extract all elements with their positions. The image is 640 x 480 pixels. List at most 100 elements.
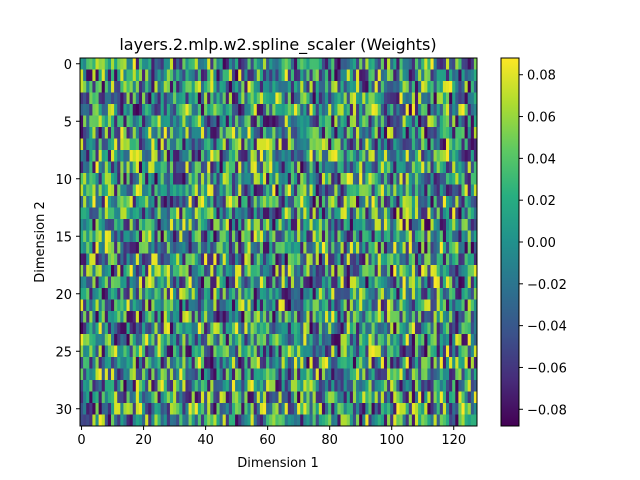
heatmap-cell bbox=[449, 345, 453, 358]
heatmap-cell bbox=[191, 161, 196, 174]
heatmap-cell bbox=[371, 276, 375, 289]
heatmap-cell bbox=[98, 276, 103, 289]
heatmap-cell bbox=[256, 184, 261, 197]
heatmap-cell bbox=[365, 334, 369, 346]
heatmap-cell bbox=[92, 127, 96, 139]
heatmap-cell bbox=[179, 207, 183, 220]
heatmap-cell bbox=[135, 242, 140, 254]
heatmap-cell bbox=[154, 58, 158, 70]
heatmap-cell bbox=[213, 403, 217, 415]
heatmap-cell bbox=[399, 391, 403, 404]
heatmap-cell bbox=[368, 173, 372, 185]
heatmap-cell bbox=[455, 311, 459, 323]
heatmap-cell bbox=[169, 311, 174, 323]
heatmap-cell bbox=[132, 127, 137, 139]
heatmap-cell bbox=[219, 138, 224, 151]
heatmap-cell bbox=[414, 299, 419, 312]
heatmap-cell bbox=[89, 92, 93, 105]
heatmap-cell bbox=[166, 391, 171, 404]
heatmap-cell bbox=[176, 161, 180, 174]
heatmap-cell bbox=[160, 58, 165, 70]
heatmap-cell bbox=[393, 104, 397, 116]
heatmap-cell bbox=[204, 334, 208, 346]
heatmap-cell bbox=[231, 207, 236, 220]
heatmap-cell bbox=[244, 138, 248, 151]
heatmap-cell bbox=[318, 219, 323, 231]
heatmap-cell bbox=[414, 58, 419, 70]
heatmap-cell bbox=[160, 207, 165, 220]
heatmap-cell bbox=[253, 69, 258, 82]
heatmap-cell bbox=[98, 207, 103, 220]
heatmap-cell bbox=[315, 173, 320, 185]
heatmap-cell bbox=[405, 311, 410, 323]
heatmap-cell bbox=[179, 299, 183, 312]
heatmap-cell bbox=[92, 265, 96, 277]
heatmap-cell bbox=[331, 161, 335, 174]
heatmap-cell bbox=[312, 311, 317, 323]
heatmap-cell bbox=[253, 334, 258, 346]
heatmap-cell bbox=[359, 357, 363, 369]
heatmap-cell bbox=[287, 345, 292, 358]
heatmap-cell bbox=[173, 265, 177, 277]
heatmap-cell bbox=[449, 391, 453, 404]
heatmap-cell bbox=[244, 196, 248, 208]
heatmap-cell bbox=[390, 207, 394, 220]
heatmap-cell bbox=[439, 150, 444, 162]
heatmap-cell bbox=[309, 242, 313, 254]
heatmap-cell bbox=[464, 230, 469, 243]
heatmap-cell bbox=[436, 58, 441, 70]
heatmap-cell bbox=[380, 299, 385, 312]
heatmap-cell bbox=[467, 368, 472, 381]
heatmap-cell bbox=[266, 357, 270, 369]
heatmap-cell bbox=[231, 253, 236, 266]
heatmap-cell bbox=[359, 242, 363, 254]
heatmap-cell bbox=[473, 322, 478, 335]
heatmap-cell bbox=[458, 357, 462, 369]
heatmap-cell bbox=[365, 380, 369, 392]
heatmap-cell bbox=[231, 173, 236, 185]
heatmap-cell bbox=[430, 81, 434, 93]
heatmap-cell bbox=[157, 391, 161, 404]
heatmap-cell bbox=[343, 311, 348, 323]
heatmap-cell bbox=[145, 345, 149, 358]
heatmap-cell bbox=[430, 380, 434, 392]
heatmap-cell bbox=[340, 334, 344, 346]
heatmap-cell bbox=[142, 242, 146, 254]
heatmap-cell bbox=[272, 138, 276, 151]
heatmap-cell bbox=[89, 403, 93, 415]
heatmap-cell bbox=[222, 391, 227, 404]
heatmap-cell bbox=[126, 115, 130, 128]
heatmap-cell bbox=[467, 276, 472, 289]
heatmap-cell bbox=[238, 127, 242, 139]
heatmap-cell bbox=[321, 230, 326, 243]
heatmap-cell bbox=[225, 334, 230, 346]
heatmap-cell bbox=[297, 58, 301, 70]
heatmap-cell bbox=[318, 115, 323, 128]
heatmap-cell bbox=[269, 58, 273, 70]
heatmap-cell bbox=[244, 357, 248, 369]
heatmap-cell bbox=[414, 207, 419, 220]
heatmap-cell bbox=[331, 115, 335, 128]
heatmap-cell bbox=[132, 219, 137, 231]
heatmap-cell bbox=[200, 138, 205, 151]
heatmap-cell bbox=[399, 69, 403, 82]
heatmap-cell bbox=[238, 81, 242, 93]
heatmap-cell bbox=[312, 58, 317, 70]
heatmap-cell bbox=[120, 403, 124, 415]
heatmap-cell bbox=[250, 380, 255, 392]
heatmap-cell bbox=[325, 311, 329, 323]
heatmap-cell bbox=[411, 81, 416, 93]
heatmap-cell bbox=[343, 276, 348, 289]
heatmap-cell bbox=[287, 265, 292, 277]
heatmap-cell bbox=[272, 127, 276, 139]
heatmap-cell bbox=[235, 299, 239, 312]
heatmap-cell bbox=[393, 311, 397, 323]
heatmap-cell bbox=[405, 219, 410, 231]
heatmap-cell bbox=[228, 242, 233, 254]
heatmap-cell bbox=[464, 115, 469, 128]
heatmap-cell bbox=[346, 357, 351, 369]
heatmap-cell bbox=[129, 242, 134, 254]
heatmap-cell bbox=[166, 276, 171, 289]
heatmap-cell bbox=[228, 161, 233, 174]
heatmap-cell bbox=[101, 184, 106, 197]
